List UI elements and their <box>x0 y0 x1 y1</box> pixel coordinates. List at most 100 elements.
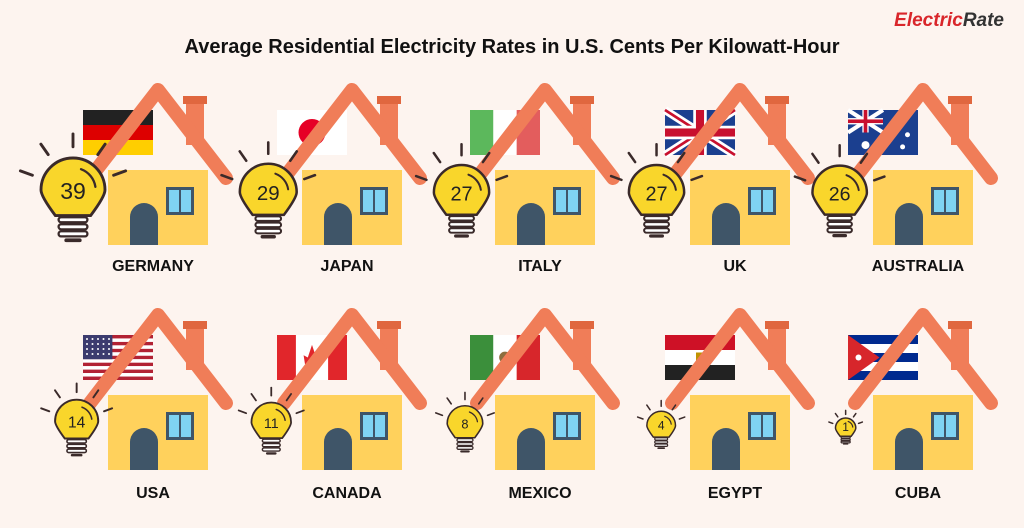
country-group-japan: 29 JAPAN <box>220 83 427 275</box>
bulb-ray <box>295 409 305 415</box>
bulb-value-label: 4 <box>658 419 665 433</box>
bulb-ray <box>828 421 834 425</box>
house-australia-icon <box>848 83 998 245</box>
bulb-value-label: 26 <box>829 183 851 205</box>
country-group-uk: 27 UK <box>609 83 815 275</box>
bulb-ray <box>834 412 839 418</box>
bulb-value-label: 11 <box>264 416 279 432</box>
logo-part-1: Electric <box>894 10 963 31</box>
bulb-base-ring <box>57 230 89 238</box>
bulb-base-ring <box>254 221 283 229</box>
country-group-canada: 11 CANADA <box>237 308 427 502</box>
bulb-base-ring <box>840 436 851 439</box>
bulb-base-ring <box>261 438 281 444</box>
country-label: EGYPT <box>708 485 762 502</box>
bulb-base-ring <box>254 227 283 235</box>
bulb-ray <box>103 407 114 413</box>
bulb-value-label: 27 <box>450 183 472 205</box>
bulb-ray <box>220 173 234 181</box>
house-roof <box>83 308 233 410</box>
house-door <box>324 203 352 245</box>
bulb-base-ring <box>643 221 670 228</box>
house-usa-icon <box>83 308 233 470</box>
house-door <box>517 428 545 470</box>
bulb-base-ring <box>826 227 853 234</box>
bulb-value-label: 14 <box>68 414 86 431</box>
country-group-mexico: 8 MEXICO <box>434 308 620 502</box>
bulb-ray <box>872 175 886 182</box>
bulb-glass <box>250 401 292 440</box>
country-label: USA <box>136 485 170 502</box>
bulb-glass <box>39 156 107 218</box>
bulb-glass <box>627 163 686 216</box>
bulb-ray <box>414 174 428 182</box>
bulb-ray <box>793 175 807 182</box>
bulb-glass <box>54 398 100 440</box>
bulb-ray <box>636 416 644 420</box>
bulb-base-ring <box>448 227 475 234</box>
bulb-ray <box>432 151 442 164</box>
house-door <box>517 203 545 245</box>
bulb-glass <box>446 404 484 439</box>
bulb-glass <box>238 162 298 217</box>
house-roof <box>470 83 620 185</box>
country-group-australia: 26 AUSTRALIA <box>793 83 998 275</box>
bulb-base-ring <box>826 221 853 228</box>
house-door <box>895 428 923 470</box>
bulb-base-ring <box>261 442 281 448</box>
bulb-ray <box>486 412 496 417</box>
house-roof <box>848 308 998 410</box>
house-roof <box>470 308 620 410</box>
house-uk-icon <box>665 83 815 245</box>
bulb-ray <box>495 174 509 182</box>
country-label: GERMANY <box>112 258 194 275</box>
bulb-glass <box>811 164 869 216</box>
bulb-ray <box>96 142 107 157</box>
bulb-base-ring <box>654 440 669 444</box>
bulb-base-ring <box>654 443 669 447</box>
house-germany-icon <box>83 83 233 245</box>
bulb-ray <box>112 169 128 177</box>
bulb-value-label: 39 <box>60 178 86 204</box>
country-label: UK <box>723 258 747 275</box>
bulb-ray <box>237 409 248 415</box>
bulb-base-ring <box>456 438 474 443</box>
bulb-base-ring <box>840 438 851 442</box>
bulb-mark: 14 <box>40 382 114 457</box>
bulb-mark: 11 <box>237 386 305 455</box>
bulb-base-ring <box>654 437 669 441</box>
bulb-ray <box>250 393 257 402</box>
bulb-value-label: 29 <box>257 182 280 205</box>
bulb-base-ring <box>456 445 474 450</box>
country-group-italy: 27 ITALY <box>414 83 620 275</box>
house-egypt-icon <box>665 308 815 470</box>
bulb-mark: 29 <box>220 141 317 239</box>
bulb-ray <box>285 393 293 402</box>
bulb-ray <box>646 404 651 411</box>
bulb-base-ring <box>448 215 475 222</box>
house-canada-icon <box>277 308 427 470</box>
bulb-value-label: 8 <box>461 417 468 432</box>
house-italy-icon <box>470 83 620 245</box>
house-door <box>712 428 740 470</box>
country-label: AUSTRALIA <box>872 258 965 275</box>
bulb-mark: 39 <box>18 132 128 243</box>
house-mexico-icon <box>470 308 620 470</box>
bulb-glass <box>432 163 491 216</box>
country-label: CUBA <box>895 485 942 502</box>
bulb-mark: 1 <box>828 409 864 445</box>
bulb-base-ring <box>57 223 89 231</box>
bulb-ray <box>303 173 317 181</box>
bulb-base-ring <box>643 227 670 234</box>
house-roof <box>277 308 427 410</box>
logo-part-2: Rate <box>962 10 1004 31</box>
house-roof <box>83 83 233 185</box>
house-door <box>130 203 158 245</box>
bulb-base-ring <box>456 441 474 447</box>
bulb-ray <box>434 412 444 417</box>
bulb-base-ring <box>254 215 283 222</box>
bulb-ray <box>92 389 100 399</box>
house-door <box>130 428 158 470</box>
house-roof <box>665 308 815 410</box>
bulb-ray <box>288 150 299 162</box>
